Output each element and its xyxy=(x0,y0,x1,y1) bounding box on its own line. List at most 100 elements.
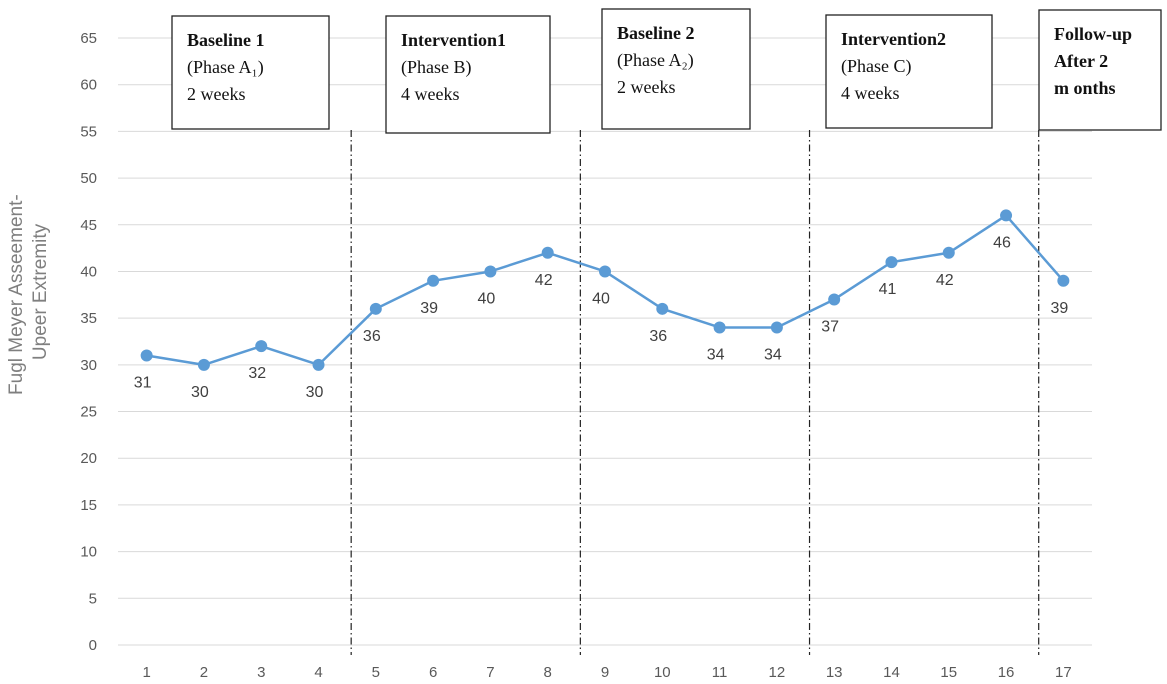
data-point xyxy=(484,265,497,278)
phase-boxes: Baseline 1 (Phase A₁) 2 weeks Intervention1… xyxy=(171,8,1162,134)
phase-box-line: Baseline 2 xyxy=(617,23,695,43)
phase-box-5: Follow-up After 2 m onths xyxy=(1038,9,1162,131)
phase-box-3: Baseline 2 (Phase A₂) 2 weeks xyxy=(601,8,751,130)
phase-box-line: 2 weeks xyxy=(617,77,675,97)
x-tick-label: 14 xyxy=(883,664,900,681)
y-tick-label: 30 xyxy=(80,357,97,374)
data-label: 30 xyxy=(306,384,324,401)
data-point xyxy=(369,302,382,315)
phase-box-text: Intervention2 (Phase C) 4 weeks xyxy=(841,29,946,103)
data-labels: 31 30 32 30 36 39 40 42 40 36 34 34 37 41 42 46 39 xyxy=(134,234,1069,400)
phase-box-line: 4 weeks xyxy=(841,83,899,103)
data-point xyxy=(770,321,783,334)
data-point xyxy=(541,246,554,259)
y-tick-label: 50 xyxy=(80,170,97,187)
phase-box-line: (Phase A₂) xyxy=(617,50,694,71)
data-point xyxy=(656,302,669,315)
data-label: 30 xyxy=(191,384,209,401)
phase-box-line: (Phase B) xyxy=(401,57,472,78)
data-label: 42 xyxy=(936,272,954,289)
data-point xyxy=(197,358,210,371)
x-tick-label: 5 xyxy=(372,664,380,681)
x-tick-label: 9 xyxy=(601,664,609,681)
y-tick-label: 65 xyxy=(80,30,97,47)
data-point xyxy=(828,293,841,306)
x-tick-label: 4 xyxy=(314,664,322,681)
y-tick-label: 40 xyxy=(80,263,97,280)
phase-box-line: (Phase A₁) xyxy=(187,57,264,78)
data-point xyxy=(312,358,325,371)
y-tick-label: 20 xyxy=(80,450,97,467)
data-label: 39 xyxy=(1050,300,1068,317)
x-tick-label: 13 xyxy=(826,664,843,681)
data-label: 40 xyxy=(592,290,610,307)
phase-box-line: Intervention2 xyxy=(841,29,946,49)
phase-box-line: 4 weeks xyxy=(401,84,459,104)
data-label: 31 xyxy=(134,375,152,392)
data-point xyxy=(599,265,611,278)
y-tick-label: 10 xyxy=(80,544,97,561)
data-point xyxy=(942,246,955,259)
data-label: 46 xyxy=(993,234,1011,251)
y-axis-label: Fugl Meyer Asseement- Upeer Extremity xyxy=(6,189,51,395)
phase-dividers xyxy=(350,130,1040,655)
x-tick-label: 15 xyxy=(940,664,957,681)
phase-box-line: (Phase C) xyxy=(841,56,912,77)
phase-box-border xyxy=(385,15,551,134)
data-point xyxy=(1057,274,1070,287)
data-label: 41 xyxy=(879,281,897,298)
phase-box-line: Baseline 1 xyxy=(187,30,265,50)
data-point xyxy=(1000,209,1013,222)
phase-box-line: Follow-up xyxy=(1054,24,1132,44)
x-axis-ticks: 1 2 3 4 5 6 7 8 9 10 11 12 13 14 15 16 17 xyxy=(142,664,1071,681)
y-axis-label-line-1: Fugl Meyer Asseement- xyxy=(6,194,27,395)
x-tick-label: 11 xyxy=(712,664,728,681)
x-tick-label: 7 xyxy=(486,664,494,681)
data-label: 42 xyxy=(535,272,553,289)
data-label: 34 xyxy=(764,346,782,363)
x-tick-label: 10 xyxy=(654,664,671,681)
x-tick-label: 1 xyxy=(142,664,150,681)
data-point xyxy=(885,256,898,269)
phase-box-text: Intervention1 (Phase B) 4 weeks xyxy=(401,30,506,104)
data-label: 40 xyxy=(478,290,496,307)
x-tick-label: 8 xyxy=(544,664,552,681)
y-tick-label: 5 xyxy=(89,590,97,607)
x-tick-label: 6 xyxy=(429,664,437,681)
x-tick-label: 16 xyxy=(998,664,1015,681)
phase-box-line: Intervention1 xyxy=(401,30,506,50)
y-tick-label: 45 xyxy=(80,217,97,234)
phase-box-1: Baseline 1 (Phase A₁) 2 weeks xyxy=(171,15,330,130)
data-label: 37 xyxy=(821,318,839,335)
phase-box-line: m onths xyxy=(1054,78,1116,98)
phase-box-line: After 2 xyxy=(1054,51,1108,71)
y-tick-label: 15 xyxy=(80,497,97,514)
x-tick-label: 3 xyxy=(257,664,265,681)
data-point xyxy=(255,340,268,353)
x-tick-label: 12 xyxy=(769,664,786,681)
data-label: 34 xyxy=(707,346,725,363)
y-tick-label: 60 xyxy=(80,77,97,94)
phase-box-text: Follow-up After 2 m onths xyxy=(1054,24,1132,98)
y-tick-label: 55 xyxy=(80,123,97,140)
x-tick-label: 2 xyxy=(200,664,208,681)
y-tick-label: 25 xyxy=(80,404,97,421)
phase-box-text: Baseline 1 (Phase A₁) 2 weeks xyxy=(187,30,265,104)
phase-box-border xyxy=(825,14,993,129)
phase-box-2: Intervention1 (Phase B) 4 weeks xyxy=(385,15,551,134)
phase-box-4: Intervention2 (Phase C) 4 weeks xyxy=(825,14,993,129)
phase-box-border xyxy=(171,15,330,130)
phase-box-line: 2 weeks xyxy=(187,84,245,104)
data-point xyxy=(427,274,440,287)
data-point xyxy=(713,321,726,334)
phase-box-text: Baseline 2 (Phase A₂) 2 weeks xyxy=(617,23,695,97)
phase-box-border xyxy=(1038,9,1162,131)
y-tick-label: 0 xyxy=(89,637,97,654)
data-label: 36 xyxy=(363,328,381,345)
y-axis-ticks: 0 5 10 15 20 25 30 35 40 45 50 55 60 65 xyxy=(80,30,97,654)
y-axis-label-line-2: Upeer Extremity xyxy=(30,223,51,360)
data-label: 39 xyxy=(420,300,438,317)
data-label: 32 xyxy=(248,365,266,382)
y-tick-label: 35 xyxy=(80,310,97,327)
